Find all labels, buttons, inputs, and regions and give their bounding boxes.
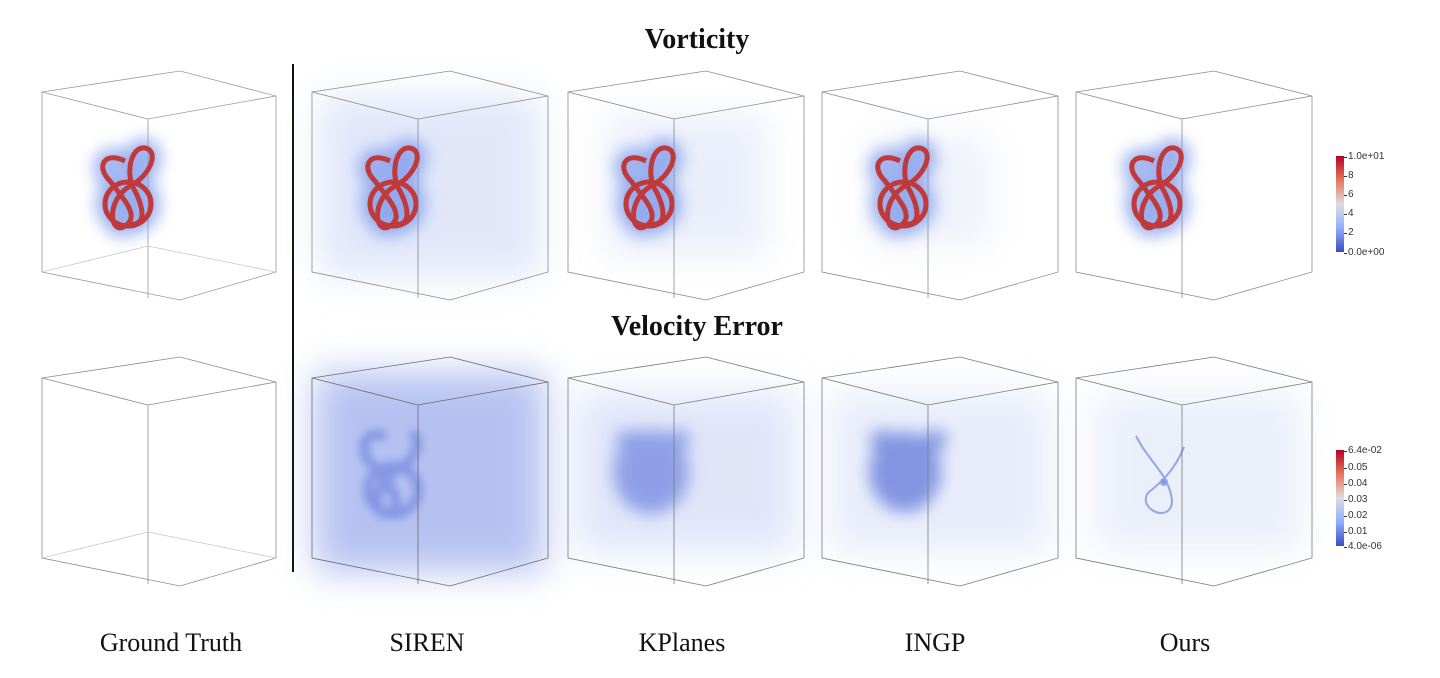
column-label-kplanes: KPlanes: [638, 628, 726, 657]
velocity-error-colorbar: 6.4e-02 0.05 0.04 0.03 0.02 0.01 4.0e-06: [1336, 446, 1396, 556]
velocity-error-tick: 0.01: [1343, 526, 1368, 537]
error-siren-panel: [290, 352, 552, 588]
vorticity-siren-panel: [290, 66, 552, 302]
error-ours-panel: [1054, 352, 1316, 588]
velocity-error-tick: 0.05: [1343, 462, 1368, 473]
vorticity-tick: 8: [1344, 170, 1354, 181]
error-ingp-panel: [800, 352, 1062, 588]
velocity-error-max-label: 6.4e-02: [1344, 445, 1382, 456]
vorticity-colorbar-gradient: [1336, 156, 1344, 252]
vorticity-tick: 2: [1344, 227, 1354, 238]
error-ground-truth-panel: [30, 352, 292, 588]
knot-tube: [100, 145, 155, 231]
velocity-error-tick: 0.04: [1343, 478, 1368, 489]
vorticity-ingp-panel: [800, 66, 1062, 302]
column-label-ours: Ours: [1159, 628, 1211, 657]
vorticity-ground-truth-panel: [30, 66, 292, 302]
vorticity-title: Vorticity: [644, 24, 750, 55]
velocity-error-tick: 0.02: [1343, 510, 1368, 521]
divider-line: [292, 64, 294, 572]
velocity-error-tick: 0.03: [1343, 494, 1368, 505]
column-label-siren: SIREN: [389, 628, 465, 657]
vorticity-min-label: 0.0e+00: [1343, 247, 1385, 258]
velocity-error-title: Velocity Error: [611, 311, 783, 342]
vorticity-max-label: 1.0e+01: [1343, 151, 1385, 162]
velocity-error-min-label: 4.0e-06: [1344, 541, 1382, 552]
velocity-error-colorbar-gradient: [1336, 450, 1344, 546]
error-kplanes-panel: [546, 352, 808, 588]
column-label-ground-truth: Ground Truth: [99, 628, 243, 657]
column-label-ingp: INGP: [904, 628, 966, 657]
vorticity-tick: 6: [1344, 189, 1354, 200]
vorticity-ours-panel: [1054, 66, 1316, 302]
vorticity-colorbar: 1.0e+01 8 6 4 2 0.0e+00: [1336, 152, 1396, 262]
vorticity-kplanes-panel: [546, 66, 808, 302]
vorticity-tick: 4: [1344, 208, 1354, 219]
